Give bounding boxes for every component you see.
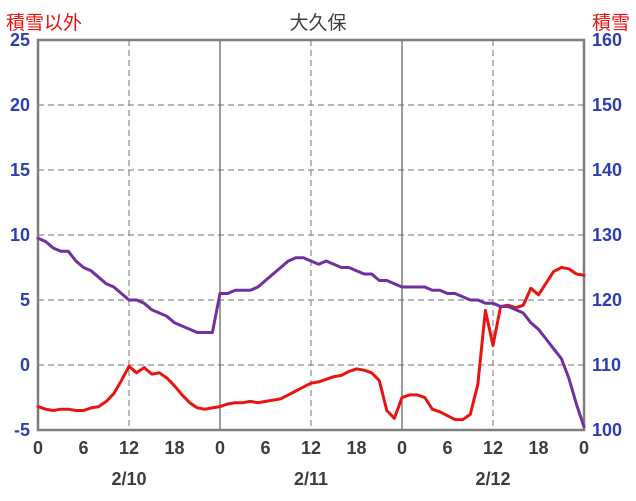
svg-text:130: 130 [592, 225, 622, 245]
svg-text:12: 12 [119, 438, 139, 458]
svg-text:6: 6 [442, 438, 452, 458]
svg-text:6: 6 [260, 438, 270, 458]
left-axis-title: 積雪以外 [6, 13, 83, 34]
svg-text:150: 150 [592, 95, 622, 115]
svg-text:2/11: 2/11 [294, 469, 328, 489]
svg-text:6: 6 [78, 438, 88, 458]
svg-text:5: 5 [20, 290, 30, 310]
svg-text:18: 18 [528, 438, 548, 458]
svg-text:110: 110 [592, 355, 621, 375]
svg-text:2/10: 2/10 [111, 469, 146, 489]
svg-text:0: 0 [215, 438, 225, 458]
svg-text:10: 10 [10, 225, 30, 245]
svg-text:-5: -5 [14, 420, 30, 440]
svg-text:0: 0 [33, 438, 43, 458]
right-axis-title: 積雪 [591, 13, 630, 34]
svg-text:12: 12 [483, 438, 503, 458]
svg-text:100: 100 [592, 420, 622, 440]
svg-text:18: 18 [346, 438, 366, 458]
svg-text:0: 0 [20, 355, 30, 375]
chart-title: 大久保 [289, 13, 347, 34]
svg-text:20: 20 [10, 95, 30, 115]
svg-text:2/12: 2/12 [475, 469, 510, 489]
svg-text:140: 140 [592, 160, 622, 180]
svg-text:15: 15 [10, 160, 30, 180]
svg-text:25: 25 [10, 30, 30, 50]
svg-text:160: 160 [592, 30, 622, 50]
svg-text:18: 18 [164, 438, 184, 458]
svg-text:0: 0 [579, 438, 589, 458]
svg-text:120: 120 [592, 290, 622, 310]
svg-text:0: 0 [397, 438, 407, 458]
svg-text:12: 12 [301, 438, 321, 458]
